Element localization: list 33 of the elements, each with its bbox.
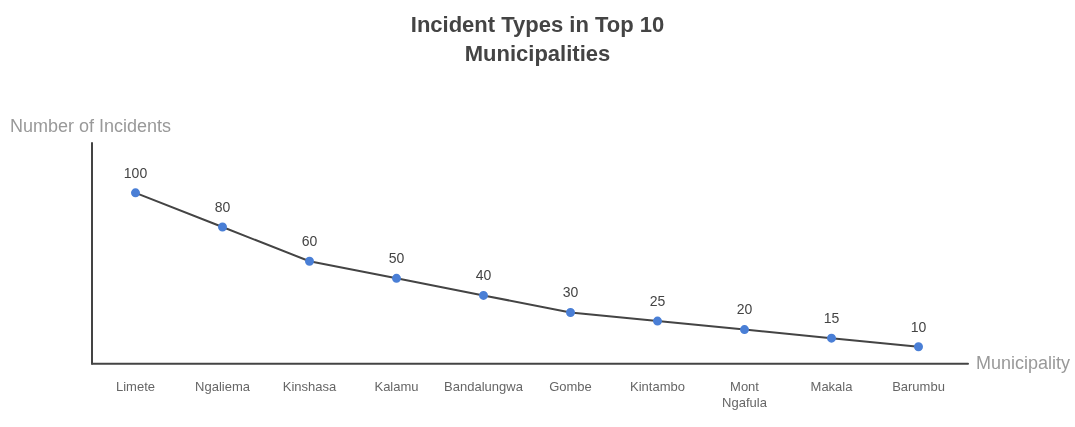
x-tick-label: Makala — [810, 379, 854, 395]
point — [914, 342, 923, 352]
x-tick-label: Bandalungwa — [444, 379, 524, 395]
x-tick-label: Mont Ngafula — [722, 379, 768, 410]
point — [740, 325, 749, 335]
point — [218, 222, 227, 232]
x-tick-label: Limete — [115, 379, 156, 395]
data-label: 80 — [214, 198, 231, 215]
point — [827, 333, 836, 343]
data-label: 50 — [388, 250, 405, 267]
data-label: 40 — [475, 267, 492, 284]
point — [131, 188, 140, 198]
x-tick-label: Kinshasa — [282, 379, 338, 395]
x-tick-label: Kintambo — [630, 379, 685, 395]
data-label: 30 — [562, 284, 579, 301]
data-label: 60 — [301, 233, 318, 250]
x-tick-label: Ngaliema — [195, 379, 251, 395]
point — [305, 256, 314, 266]
data-label: 20 — [736, 301, 753, 318]
x-tick-label: Kalamu — [374, 379, 419, 395]
y-axis-title: Number of Incidents — [10, 115, 172, 136]
x-tick-label: Barumbu — [892, 379, 945, 395]
x-tick-label: Gombe — [549, 379, 592, 395]
point — [566, 308, 575, 318]
point — [653, 316, 662, 326]
data-label: 10 — [910, 318, 927, 335]
point — [479, 290, 488, 300]
data-label: 25 — [649, 292, 666, 309]
data-label: 15 — [823, 310, 840, 327]
point — [392, 273, 401, 283]
x-axis-title: Municipality — [976, 352, 1071, 373]
data-label: 100 — [123, 164, 148, 181]
chart-title: Incident Types in Top 10 Municipalities — [409, 11, 666, 68]
